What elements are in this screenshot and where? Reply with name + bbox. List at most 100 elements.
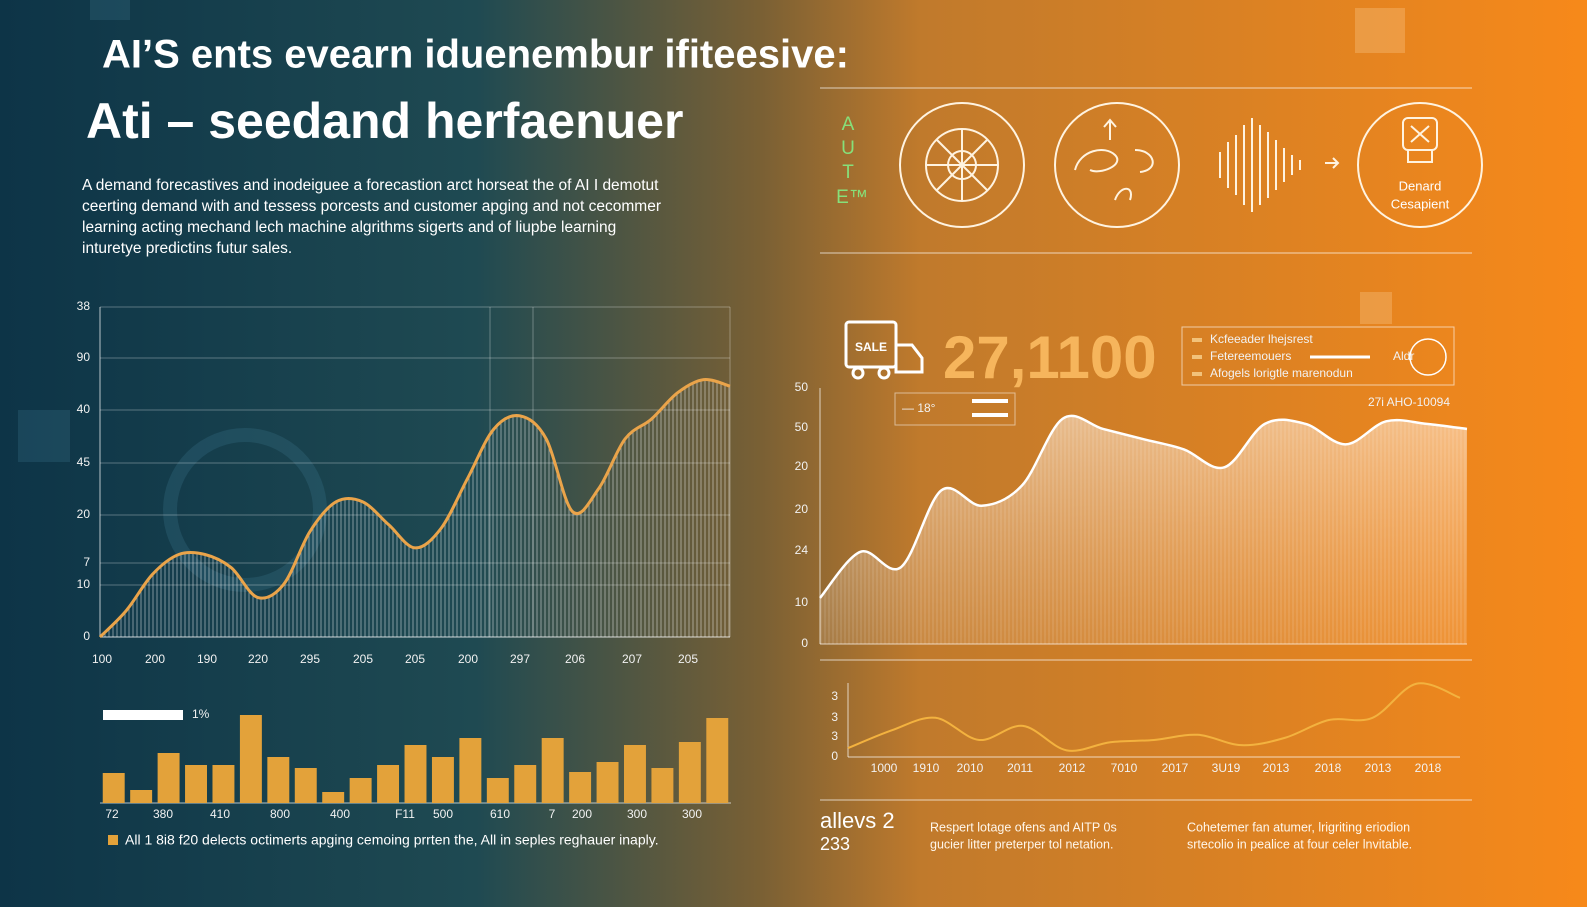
footer-stat: allevs 2 [820, 808, 895, 833]
x-tick-label: 380 [153, 807, 173, 821]
x-tick-label: 2013 [1365, 761, 1392, 775]
footer-note: gucier litter preterper tol netation. [930, 837, 1113, 851]
bar [294, 768, 317, 803]
footer-note: Cohetemer fan atumer, lrigriting eriodio… [1187, 820, 1410, 834]
x-tick-label: 200 [458, 652, 478, 666]
x-tick-label: 2018 [1415, 761, 1442, 775]
title: AI’S ents evearn iduenembur ifiteesive: [102, 33, 849, 77]
bar [651, 768, 674, 803]
x-tick-label: 220 [248, 652, 268, 666]
area [100, 379, 730, 637]
x-tick-label: 300 [627, 807, 647, 821]
x-tick-label: 800 [270, 807, 290, 821]
icon-letter: A [842, 114, 855, 135]
x-tick-label: 1910 [913, 761, 940, 775]
y-tick-label: 10 [795, 595, 809, 609]
x-tick-label: 2013 [1263, 761, 1290, 775]
y-tick-label: 45 [77, 455, 91, 469]
legend-swatch [1192, 355, 1202, 359]
x-tick-label: 205 [353, 652, 373, 666]
bar [514, 765, 537, 803]
y-tick-label: 50 [795, 380, 809, 394]
legend-label: Aldr [1393, 349, 1414, 363]
legend-label: Afogels lorigtle marenodun [1210, 366, 1353, 380]
legend-label: Fetereemouers [1210, 349, 1291, 363]
legend-icon [1409, 338, 1447, 376]
x-tick-label: 295 [300, 652, 320, 666]
bar [459, 738, 482, 803]
subtitle: Ati – seedand herfaenuer [86, 93, 683, 149]
caption: All 1 8i8 f20 delects octimerts apging c… [125, 832, 659, 848]
y-tick-label: 90 [77, 350, 91, 364]
description: ceerting demand with and tessess porcest… [82, 198, 661, 215]
area-hatch [820, 415, 1467, 644]
y-tick-label: 20 [77, 507, 91, 521]
bar [596, 762, 619, 803]
bar [130, 790, 153, 803]
y-tick-label: 20 [795, 459, 809, 473]
y-tick-label: 0 [83, 629, 90, 643]
x-tick-label: 100 [92, 652, 112, 666]
badge: — 18° [902, 401, 936, 415]
x-tick-label: 2018 [1315, 761, 1342, 775]
legend-swatch [1192, 338, 1202, 342]
x-tick-label: 610 [490, 807, 510, 821]
legend-label: 1% [192, 707, 210, 721]
footer-stat-sub: 233 [820, 834, 850, 854]
x-tick-label: 206 [565, 652, 585, 666]
y-tick-label: 50 [795, 420, 809, 434]
x-tick-label: 300 [682, 807, 702, 821]
x-tick-label: 205 [678, 652, 698, 666]
x-tick-label: 200 [145, 652, 165, 666]
x-tick-label: 2012 [1059, 761, 1086, 775]
legend-swatch [103, 710, 183, 720]
y-tick-label: 3 [831, 710, 838, 724]
headline: 27,1100 [943, 324, 1157, 391]
icon-letter: T [842, 162, 854, 183]
x-tick-label: 2017 [1162, 761, 1189, 775]
x-tick-label: 7 [549, 807, 556, 821]
y-tick-label: 20 [795, 502, 809, 516]
footer-note: srtecolio in pealice at four celer lnvit… [1187, 837, 1412, 851]
bar [239, 715, 262, 803]
x-tick-label: 200 [572, 807, 592, 821]
x-tick-label: 2011 [1007, 761, 1033, 775]
truck-sign: SALE [855, 340, 887, 354]
bar [624, 745, 646, 803]
x-tick-label: 7010 [1111, 761, 1138, 775]
icon-letter: E™ [836, 187, 868, 208]
badge-box [894, 392, 1016, 426]
truck-icon [844, 320, 924, 380]
caption-marker [108, 835, 118, 845]
y-tick-label: 3 [831, 689, 838, 703]
bar [102, 773, 125, 803]
x-tick-label: 72 [105, 807, 119, 821]
bar [678, 742, 701, 803]
footer-note: Respert lotage ofens and AITP 0s [930, 820, 1117, 834]
x-tick-label: 1000 [871, 761, 898, 775]
x-tick-label: 2010 [957, 761, 984, 775]
line [819, 414, 1468, 599]
bar [486, 778, 509, 803]
x-tick-label: 500 [433, 807, 453, 821]
bar [185, 765, 207, 803]
y-tick-label: 38 [77, 299, 91, 313]
description: learning acting mechand lech machine alg… [82, 219, 616, 236]
bar [377, 765, 400, 803]
bar [541, 738, 564, 803]
bar [267, 757, 290, 803]
bar [212, 765, 235, 803]
description: inturetye predictins futur sales. [82, 240, 292, 257]
bar [569, 772, 592, 803]
y-tick-label: 40 [77, 402, 91, 416]
line [847, 682, 1461, 752]
x-tick-label: 297 [510, 652, 530, 666]
x-tick-label: 400 [330, 807, 350, 821]
legend-box [1181, 326, 1455, 386]
bar [404, 745, 427, 803]
y-tick-label: 0 [801, 636, 808, 650]
y-tick-label: 3 [831, 729, 838, 743]
y-tick-label: 24 [795, 543, 809, 557]
x-tick-label: 190 [197, 652, 217, 666]
